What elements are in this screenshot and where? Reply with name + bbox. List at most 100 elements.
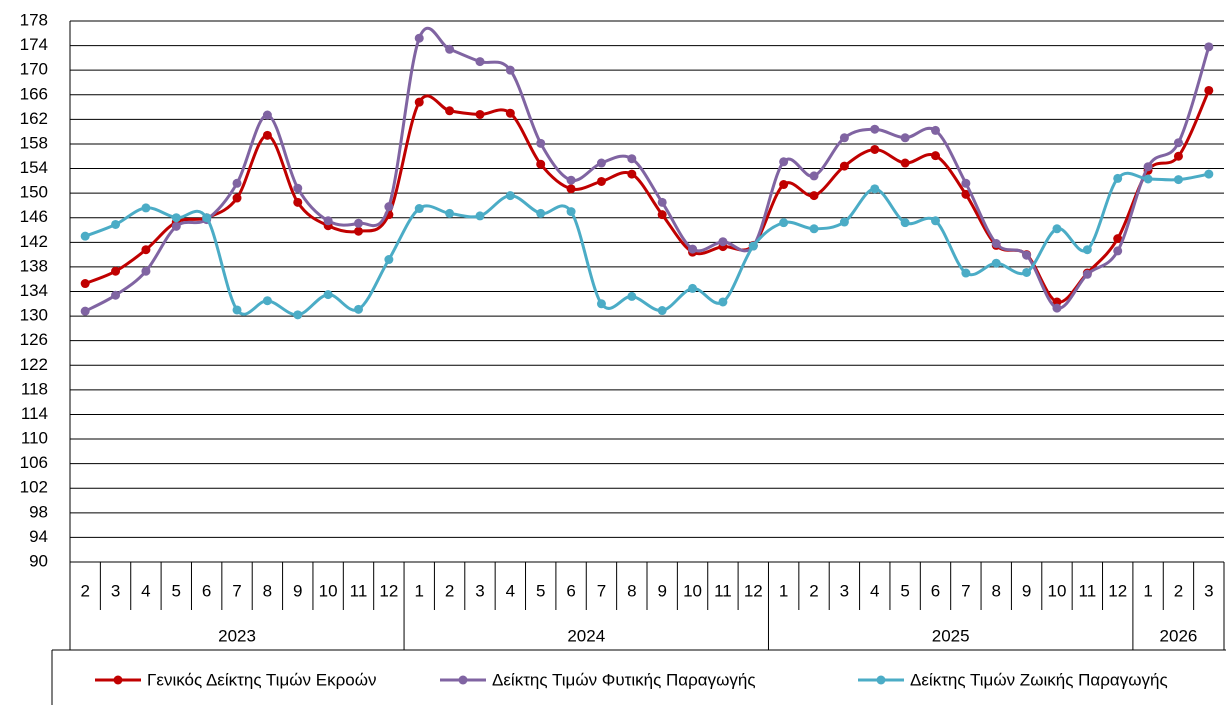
y-tick-label: 154	[20, 158, 48, 177]
data-point	[171, 221, 181, 231]
x-tick-label: 12	[379, 581, 398, 600]
data-point	[1113, 246, 1123, 256]
x-tick-label: 3	[111, 581, 120, 600]
x-tick-label: 11	[350, 581, 368, 600]
data-point	[323, 216, 333, 226]
data-point	[566, 184, 576, 194]
y-tick-label: 142	[20, 232, 48, 251]
data-point	[293, 183, 303, 193]
data-point	[323, 290, 333, 300]
data-point	[80, 279, 90, 289]
data-point	[536, 138, 546, 148]
x-tick-label: 4	[870, 581, 879, 600]
x-tick-label: 3	[475, 581, 484, 600]
data-point	[505, 191, 515, 201]
data-point	[1052, 303, 1062, 313]
y-tick-label: 134	[20, 281, 48, 300]
x-tick-label: 5	[900, 581, 909, 600]
data-point	[1022, 250, 1032, 260]
data-point	[748, 241, 758, 251]
data-point	[961, 189, 971, 199]
data-point	[1143, 162, 1153, 172]
x-tick-label: 2	[809, 581, 818, 600]
x-group-label: 2023	[218, 626, 256, 645]
y-tick-label: 162	[20, 109, 48, 128]
x-tick-label: 2	[1174, 581, 1183, 600]
data-point	[1204, 169, 1214, 179]
data-point	[293, 310, 303, 320]
x-tick-label: 9	[657, 581, 666, 600]
data-point	[505, 108, 515, 118]
y-tick-label: 178	[20, 10, 48, 29]
data-point	[475, 211, 485, 221]
data-point	[111, 219, 121, 229]
legend-label: Δείκτης Τιμών Φυτικής Παραγωγής	[492, 670, 756, 689]
data-point	[384, 255, 394, 265]
data-point	[141, 245, 151, 255]
data-point	[262, 130, 272, 140]
y-tick-label: 114	[21, 404, 48, 423]
data-point	[141, 266, 151, 276]
data-point	[809, 224, 819, 234]
data-point	[445, 208, 455, 218]
data-point	[931, 125, 940, 135]
data-point	[627, 154, 637, 164]
x-tick-label: 7	[597, 581, 606, 600]
x-tick-label: 4	[506, 581, 515, 600]
series-line	[84, 89, 1211, 304]
data-point	[1173, 175, 1183, 185]
data-point	[475, 57, 485, 67]
data-point	[961, 178, 971, 188]
data-point	[445, 106, 455, 116]
data-point	[384, 202, 394, 212]
data-point	[262, 110, 272, 120]
data-point	[596, 158, 606, 168]
data-point	[809, 191, 819, 201]
data-point	[1052, 224, 1062, 234]
data-point	[1082, 245, 1092, 255]
x-tick-label: 1	[1143, 581, 1152, 600]
data-point	[414, 33, 424, 43]
data-point	[232, 193, 242, 203]
data-point	[262, 296, 272, 306]
data-point	[657, 210, 667, 220]
data-point	[1204, 85, 1214, 95]
y-tick-label: 102	[20, 478, 48, 497]
data-point	[445, 44, 455, 54]
data-point	[839, 161, 849, 171]
x-tick-label: 7	[961, 581, 970, 600]
x-tick-label: 6	[202, 581, 211, 600]
x-tick-label: 10	[1048, 581, 1067, 600]
data-point	[839, 133, 849, 143]
data-point	[961, 268, 971, 278]
x-tick-label: 3	[840, 581, 849, 600]
data-point	[141, 203, 151, 213]
y-tick-label: 170	[20, 60, 48, 79]
x-tick-label: 12	[744, 581, 763, 600]
data-point	[354, 304, 363, 314]
data-point	[354, 218, 363, 228]
x-tick-label: 8	[627, 581, 636, 600]
data-point	[870, 184, 880, 194]
data-point	[596, 176, 606, 186]
x-tick-label: 5	[172, 581, 181, 600]
data-point	[111, 266, 121, 276]
y-tick-label: 90	[29, 551, 48, 570]
data-point	[505, 65, 515, 75]
y-tick-label: 110	[21, 429, 48, 448]
series-line	[84, 27, 1211, 313]
x-tick-label: 6	[566, 581, 575, 600]
data-point	[596, 299, 606, 309]
legend-marker	[876, 675, 886, 685]
data-point	[232, 305, 242, 315]
data-point	[991, 258, 1001, 268]
y-tick-label: 98	[29, 502, 48, 521]
data-point	[80, 231, 90, 241]
data-point	[718, 237, 728, 247]
y-tick-label: 166	[20, 84, 48, 103]
legend-marker	[113, 675, 123, 685]
data-point	[839, 217, 849, 227]
series-line	[84, 171, 1210, 317]
x-tick-label: 7	[232, 581, 241, 600]
